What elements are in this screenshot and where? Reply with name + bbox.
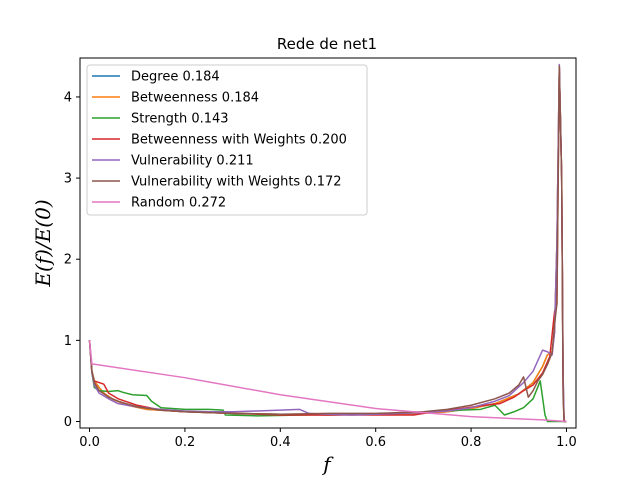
series-line-7 xyxy=(88,340,567,423)
legend-label: Vulnerability 0.211 xyxy=(131,154,254,169)
x-tick-label: 1.0 xyxy=(556,435,577,450)
legend-label: Degree 0.184 xyxy=(131,70,220,85)
x-tick-label: 0.4 xyxy=(270,435,291,450)
axes: 0.0 0.2 0.4 0.6 0.8 1.0 0 1 2 3 4 xyxy=(64,57,577,450)
y-tick-label: 3 xyxy=(64,172,72,187)
series-line-6 xyxy=(88,65,567,423)
x-tick-label: 0.6 xyxy=(365,435,386,450)
y-axis-label: E(f)/E(0) xyxy=(31,199,55,287)
y-tick-label: 1 xyxy=(64,334,72,349)
legend-label: Betweenness with Weights 0.200 xyxy=(131,133,347,148)
x-axis-label: f xyxy=(321,452,334,476)
plot-area xyxy=(88,63,567,423)
y-tick-label: 0 xyxy=(64,415,72,430)
y-tick-label: 2 xyxy=(64,253,72,268)
y-tick-label: 4 xyxy=(64,90,72,105)
legend-label: Strength 0.143 xyxy=(131,112,229,127)
x-tick-label: 0.8 xyxy=(461,435,482,450)
plot-frame xyxy=(79,57,577,429)
legend: Degree 0.184 Betweenness 0.184 Strength 0.… xyxy=(86,64,368,216)
legend-label: Vulnerability with Weights 0.172 xyxy=(131,175,342,190)
legend-label: Betweenness 0.184 xyxy=(131,91,259,106)
chart-title: Rede de net1 xyxy=(277,35,377,53)
x-tick-label: 0.0 xyxy=(79,435,100,450)
legend-label: Random 0.272 xyxy=(131,196,226,211)
legend-box xyxy=(86,64,368,216)
x-tick-label: 0.2 xyxy=(175,435,196,450)
